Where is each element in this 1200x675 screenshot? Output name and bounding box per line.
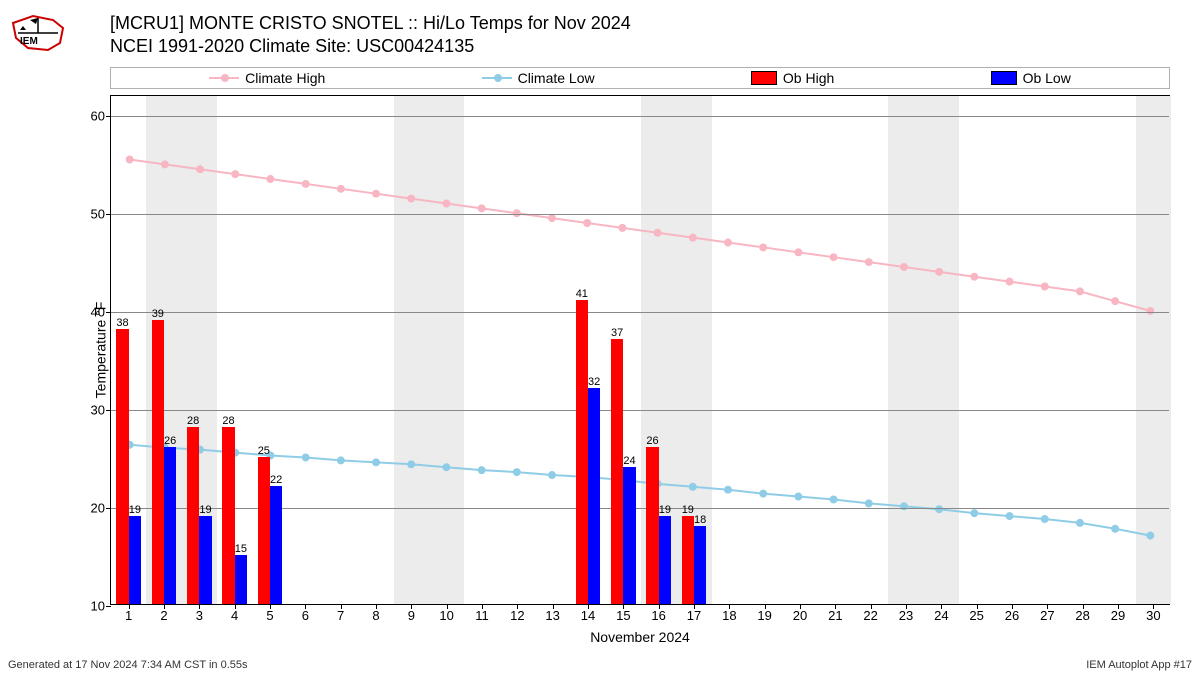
gridline [111, 116, 1169, 117]
x-tick-mark [1083, 604, 1084, 609]
x-tick-mark [411, 604, 412, 609]
x-tick-mark [941, 604, 942, 609]
x-tick-mark [1012, 604, 1013, 609]
ob-high-label: 38 [116, 317, 128, 329]
ob-high-label: 19 [682, 504, 694, 516]
ob-low-label: 19 [199, 504, 211, 516]
x-tick-mark [164, 604, 165, 609]
ob-low-label: 24 [623, 455, 635, 467]
ob-low-bar [235, 555, 247, 604]
title-line-2: NCEI 1991-2020 Climate Site: USC00424135 [110, 35, 631, 58]
x-tick-mark [376, 604, 377, 609]
x-tick-mark [553, 604, 554, 609]
x-tick-mark [482, 604, 483, 609]
ob-high-bar [576, 300, 588, 604]
x-tick-mark [977, 604, 978, 609]
ob-low-label: 18 [694, 514, 706, 526]
ob-low-label: 19 [129, 504, 141, 516]
y-tick-mark [106, 116, 111, 117]
x-tick-mark [129, 604, 130, 609]
ob-low-label: 32 [588, 376, 600, 388]
x-tick-mark [517, 604, 518, 609]
ob-low-bar [164, 447, 176, 604]
y-axis-label: Temperature °F [92, 302, 108, 399]
legend-label: Ob High [783, 70, 834, 86]
chart-title: [MCRU1] MONTE CRISTO SNOTEL :: Hi/Lo Tem… [110, 12, 631, 59]
ob-low-label: 15 [235, 543, 247, 555]
footer-generated: Generated at 17 Nov 2024 7:34 AM CST in … [8, 659, 248, 671]
gridline [111, 214, 1169, 215]
x-tick-mark [906, 604, 907, 609]
ob-high-label: 28 [187, 415, 199, 427]
y-tick-mark [106, 508, 111, 509]
ob-high-bar [222, 427, 234, 604]
x-tick-mark [1118, 604, 1119, 609]
ob-high-bar [152, 320, 164, 604]
title-line-1: [MCRU1] MONTE CRISTO SNOTEL :: Hi/Lo Tem… [110, 12, 631, 35]
ob-high-bar [187, 427, 199, 604]
chart-area: Climate High Climate Low Ob High Ob Low … [110, 95, 1170, 605]
y-tick-mark [106, 410, 111, 411]
y-tick-mark [106, 214, 111, 215]
x-tick-mark [1047, 604, 1048, 609]
ob-low-label: 26 [164, 435, 176, 447]
legend-ob-high: Ob High [751, 70, 834, 86]
legend-label: Climate High [245, 70, 325, 86]
ob-high-bar [682, 516, 694, 604]
legend-label: Ob Low [1023, 70, 1071, 86]
x-tick-mark [800, 604, 801, 609]
legend-climate-high: Climate High [209, 70, 325, 86]
legend: Climate High Climate Low Ob High Ob Low [110, 67, 1170, 89]
svg-text:IEM: IEM [20, 36, 38, 47]
ob-high-label: 39 [152, 308, 164, 320]
x-tick-mark [1153, 604, 1154, 609]
ob-low-bar [588, 388, 600, 604]
ob-low-bar [270, 486, 282, 604]
x-tick-mark [305, 604, 306, 609]
x-tick-mark [765, 604, 766, 609]
ob-high-label: 28 [222, 415, 234, 427]
x-tick-mark [447, 604, 448, 609]
ob-low-bar [659, 516, 671, 604]
legend-label: Climate Low [518, 70, 595, 86]
gridline [111, 312, 1169, 313]
footer-app: IEM Autoplot App #17 [1086, 659, 1192, 671]
ob-high-bar [116, 329, 128, 604]
y-tick-mark [106, 606, 111, 607]
ob-high-label: 41 [576, 288, 588, 300]
ob-high-bar [646, 447, 658, 604]
ob-low-label: 19 [659, 504, 671, 516]
x-tick-mark [235, 604, 236, 609]
ob-high-label: 25 [258, 445, 270, 457]
ob-high-label: 26 [646, 435, 658, 447]
x-tick-mark [835, 604, 836, 609]
ob-low-bar [199, 516, 211, 604]
ob-low-bar [129, 516, 141, 604]
legend-climate-low: Climate Low [482, 70, 595, 86]
gridline [111, 410, 1169, 411]
ob-high-bar [258, 457, 270, 604]
x-tick-mark [199, 604, 200, 609]
x-tick-mark [341, 604, 342, 609]
ob-low-bar [694, 526, 706, 604]
iem-logo: IEM [8, 8, 68, 58]
legend-ob-low: Ob Low [991, 70, 1071, 86]
x-tick-mark [588, 604, 589, 609]
x-axis-label: November 2024 [590, 605, 690, 645]
ob-high-label: 37 [611, 327, 623, 339]
ob-high-bar [611, 339, 623, 604]
x-tick-mark [729, 604, 730, 609]
plot-region: 1020304050601234567891011121314151617181… [110, 95, 1170, 605]
x-tick-mark [871, 604, 872, 609]
ob-low-label: 22 [270, 474, 282, 486]
x-tick-mark [694, 604, 695, 609]
ob-low-bar [623, 467, 635, 604]
x-tick-mark [270, 604, 271, 609]
